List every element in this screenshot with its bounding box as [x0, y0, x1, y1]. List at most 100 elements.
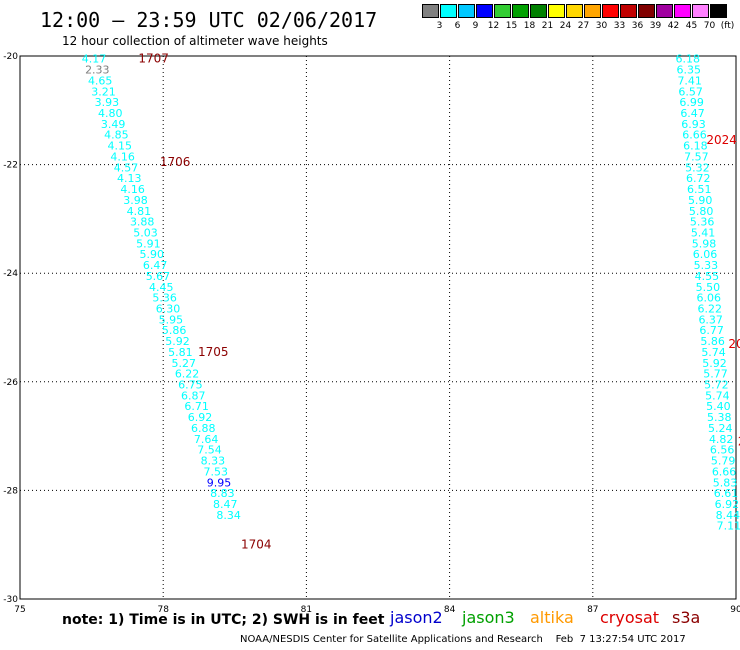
legend-swatch: [512, 4, 529, 18]
data-point-label: 7.64: [194, 433, 219, 446]
time-label: 1707: [138, 52, 169, 66]
data-point-label: 6.56: [710, 444, 735, 457]
data-point-label: 6.06: [697, 292, 722, 305]
legend-swatch: [458, 4, 475, 18]
footer-credit: NOAA/NESDIS Center for Satellite Applica…: [240, 634, 686, 645]
x-tick-label: 81: [301, 605, 312, 615]
legend-label: 24: [559, 21, 572, 31]
data-point-label: 3.93: [95, 96, 120, 109]
data-point-label: 6.06: [693, 248, 718, 261]
x-tick-label: 78: [157, 605, 169, 615]
data-point-label: 5.36: [152, 292, 177, 305]
data-point-label: 6.99: [679, 96, 704, 109]
legend-label: 12: [487, 21, 500, 31]
x-tick-label: 87: [587, 605, 598, 615]
data-point-label: 4.45: [149, 281, 174, 294]
data-point-label: 4.85: [104, 129, 129, 142]
legend-label: 70: [703, 21, 716, 31]
legend-swatch: [494, 4, 511, 18]
data-point-label: 5.27: [171, 357, 196, 370]
data-point-label: 5.83: [713, 476, 738, 489]
data-point-label: 6.57: [678, 85, 703, 98]
legend-label: 42: [667, 21, 680, 31]
data-point-label: 4.57: [114, 161, 139, 174]
data-point-label: 4.82: [709, 433, 734, 446]
y-tick-label: -22: [3, 161, 18, 171]
data-point-label: 6.88: [191, 422, 216, 435]
data-point-label: 6.22: [175, 368, 200, 381]
data-point-label: 6.77: [699, 324, 724, 337]
data-point-label: 5.03: [133, 226, 158, 239]
legend-swatch: [638, 4, 655, 18]
data-point-label: 8.44: [716, 509, 740, 522]
data-point-label: 4.17: [82, 53, 107, 66]
data-point-label: 6.22: [697, 302, 722, 315]
data-point-label: 4.55: [695, 270, 720, 283]
legend-swatch: [476, 4, 493, 18]
satellite-altika: altika: [530, 608, 574, 627]
axis-ticks: 75 78 81 84 87 90 -20 -22 -24 -26 -28 -30: [3, 52, 740, 615]
legend-swatch: [710, 4, 727, 18]
data-point-label: 5.38: [707, 411, 732, 424]
legend-label: 39: [649, 21, 662, 31]
data-point-label: 5.95: [159, 313, 184, 326]
satellite-jason3: jason3: [462, 608, 515, 627]
data-point-label: 5.72: [704, 379, 729, 392]
time-label: 1704: [241, 538, 272, 552]
legend-label: 18: [523, 21, 536, 31]
data-point-label: 5.36: [690, 216, 715, 229]
data-point-label: 6.93: [681, 118, 706, 131]
chart-subtitle: 12 hour collection of altimeter wave hei…: [62, 34, 328, 48]
data-point-label: 7.54: [197, 444, 222, 457]
data-point-label: 6.30: [156, 302, 181, 315]
chart-title: 12:00 – 23:59 UTC 02/06/2017: [40, 8, 378, 32]
data-point-label: 2.33: [85, 64, 110, 77]
legend-label: 9: [472, 21, 479, 31]
satellite-s3a: s3a: [672, 608, 701, 627]
data-point-label: 6.35: [676, 64, 701, 77]
data-point-label: 5.33: [694, 259, 719, 272]
data-point-label: 7.53: [203, 465, 228, 478]
y-tick-label: -28: [3, 486, 18, 496]
data-point-label: 3.98: [123, 194, 148, 207]
data-point-label: 5.90: [688, 194, 713, 207]
legend-swatch: [548, 4, 565, 18]
data-point-label: 5.92: [702, 357, 727, 370]
x-tick-label: 84: [444, 605, 456, 615]
legend-label: (ft): [720, 21, 735, 31]
legend-label: 6: [454, 21, 461, 31]
time-label: 20: [728, 337, 740, 351]
data-point-label: 4.16: [120, 183, 145, 196]
satellite-jason2: jason2: [390, 608, 443, 627]
footer-note: note: 1) Time is in UTC; 2) SWH is in fe…: [62, 612, 385, 628]
legend-label: 30: [595, 21, 608, 31]
legend-label: 21: [541, 21, 554, 31]
data-point-label: 5.79: [711, 455, 736, 468]
data-point-label: 6.47: [680, 107, 705, 120]
data-point-label: 5.32: [685, 161, 710, 174]
legend-swatch: [566, 4, 583, 18]
data-point-label: 5.77: [703, 368, 728, 381]
data-point-label: 4.13: [117, 172, 142, 185]
time-labels: 1707 1706 1705 1704 2024 20 2: [138, 52, 740, 552]
data-point-label: 6.51: [687, 183, 712, 196]
data-point-label: 6.92: [188, 411, 213, 424]
data-point-label: 8.83: [210, 487, 235, 500]
data-point-label: 4.65: [88, 74, 113, 87]
legend-swatch: [674, 4, 691, 18]
legend-swatch: [656, 4, 673, 18]
data-point-label: 5.41: [691, 226, 716, 239]
legend-label: 3: [436, 21, 443, 31]
data-point-label: 8.34: [216, 509, 241, 522]
grid-lines: [20, 56, 736, 599]
data-point-label: 5.74: [705, 389, 730, 402]
data-point-label: 6.66: [712, 465, 737, 478]
data-point-label: 6.71: [184, 400, 209, 413]
data-point-label: 4.15: [108, 140, 133, 153]
data-point-label: 6.47: [143, 259, 168, 272]
legend-swatch: [440, 4, 457, 18]
data-point-label: 6.18: [683, 140, 708, 153]
data-point-label: 5.50: [696, 281, 721, 294]
legend-label: 27: [577, 21, 590, 31]
data-point-label: 5.81: [168, 346, 193, 359]
